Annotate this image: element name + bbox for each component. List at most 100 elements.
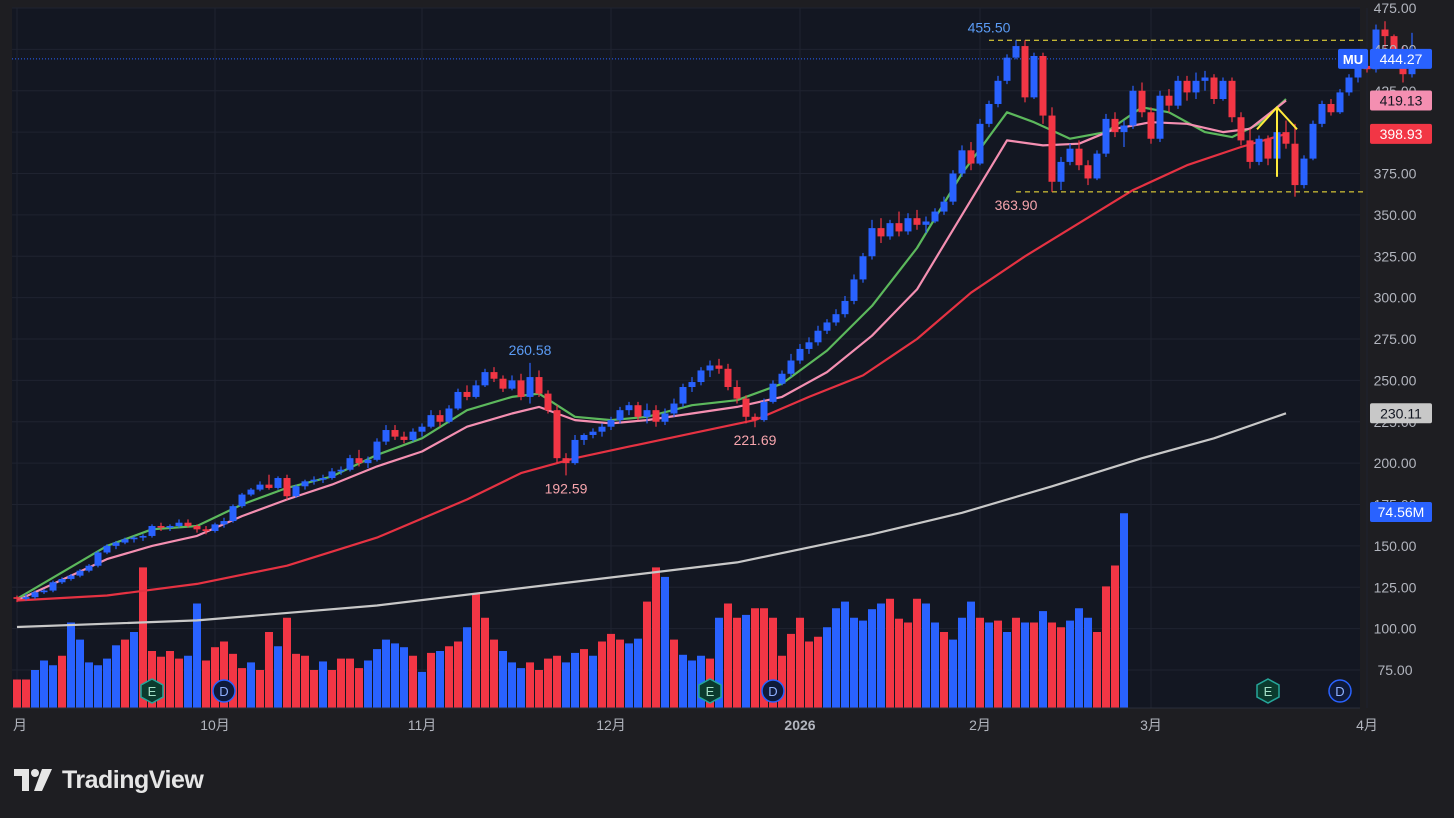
candle [634, 401, 642, 421]
candle-body [895, 223, 903, 232]
candle-body [832, 314, 840, 323]
symbol-label: MU [1343, 52, 1363, 67]
volume-bar [931, 622, 939, 708]
price-label: 192.59 [545, 480, 588, 496]
candle-body [112, 542, 120, 546]
tradingview-logo[interactable]: TradingView [14, 764, 204, 796]
volume-bar [571, 652, 579, 708]
volume-bar [787, 633, 795, 708]
volume-bar [220, 641, 228, 708]
candle [391, 425, 399, 440]
candle-body [796, 348, 804, 361]
candle [400, 431, 408, 444]
candle-body [301, 481, 309, 487]
candle [1201, 70, 1209, 91]
candle [724, 363, 732, 391]
ma-long-line [16, 412, 1287, 629]
candle-body [328, 471, 336, 479]
volume-bar [49, 665, 57, 708]
candle-body [805, 342, 813, 349]
volume-bar [661, 576, 669, 708]
candle-body [742, 398, 750, 417]
earnings-marker-glyph: E [706, 684, 715, 699]
volume-bar [832, 608, 840, 708]
candle [868, 219, 876, 260]
candle-body [508, 380, 516, 389]
volume-bar [202, 660, 210, 708]
candle [175, 519, 183, 528]
candle [355, 449, 363, 467]
candle-body [472, 385, 480, 397]
earnings-marker-icon[interactable]: E [1256, 678, 1280, 704]
volume-bar [688, 660, 696, 708]
candle [787, 353, 795, 378]
candle [913, 209, 921, 230]
candle [193, 524, 201, 533]
candle-body [814, 330, 822, 343]
volume-bar [859, 620, 867, 708]
tag-value: 444.27 [1380, 51, 1423, 67]
candle-body [337, 469, 345, 472]
candle [436, 410, 444, 427]
x-tick-label: 3月 [1140, 717, 1162, 733]
tag-box [1370, 403, 1432, 424]
volume-bar [112, 645, 120, 708]
time-axis[interactable]: 月 10月 11月 12月 2026 2月 3月 4月 [12, 707, 1378, 733]
candle-body [985, 103, 993, 124]
candle [877, 218, 885, 244]
candle [328, 468, 336, 480]
candle-body [1048, 115, 1056, 182]
volume-bar [67, 622, 75, 708]
volume-bar [1057, 627, 1065, 708]
x-tick-label: 月 [13, 717, 27, 733]
candle [922, 216, 930, 234]
volume-bar [985, 622, 993, 708]
volume-bar [958, 617, 966, 708]
candle-body [1318, 103, 1326, 124]
candle [211, 522, 219, 533]
candle [562, 453, 570, 476]
volume-bar [1075, 608, 1083, 708]
candle-body [652, 410, 660, 422]
candle [688, 377, 696, 392]
candle [409, 428, 417, 442]
candle-body [1102, 118, 1110, 154]
dividend-marker-icon[interactable]: D [761, 679, 785, 703]
candle [166, 524, 174, 531]
candle-body [1183, 80, 1191, 93]
candle-body [958, 150, 966, 174]
candle-body [130, 537, 138, 540]
candle-body [418, 426, 426, 432]
candle-body [454, 391, 462, 409]
dividend-marker-icon[interactable]: D [212, 679, 236, 703]
volume-bar [949, 639, 957, 708]
volume-bar [13, 679, 21, 708]
volume-bar [130, 632, 138, 708]
candle-body [175, 522, 183, 527]
last-price-tag: 444.27 MU [1338, 48, 1432, 69]
candle-body [1228, 80, 1236, 118]
volume-bar [256, 670, 264, 708]
earnings-marker-glyph: E [1264, 684, 1273, 699]
candle-body [220, 521, 228, 525]
earnings-marker-icon[interactable]: E [698, 678, 722, 704]
y-tick-label: 375.00 [1374, 166, 1417, 182]
price-chart[interactable]: 455.50 363.90 260.58 192.59 221.69 E D E D E D 47… [0, 0, 1454, 742]
candle [679, 383, 687, 407]
candle-body [697, 370, 705, 383]
candle [238, 492, 246, 508]
earnings-marker-icon[interactable]: E [140, 678, 164, 704]
tag-box [1370, 502, 1432, 522]
dividend-marker-icon[interactable]: D [1328, 679, 1352, 703]
volume-bar [751, 608, 759, 708]
candle [1084, 160, 1092, 186]
earnings-marker-shape [140, 678, 164, 704]
candle [706, 360, 714, 378]
candle [814, 325, 822, 346]
candle-body [607, 420, 615, 427]
volume-bar [895, 618, 903, 708]
dividend-marker-glyph: D [1335, 684, 1344, 699]
candle-body [625, 405, 633, 411]
candle-body [733, 386, 741, 399]
